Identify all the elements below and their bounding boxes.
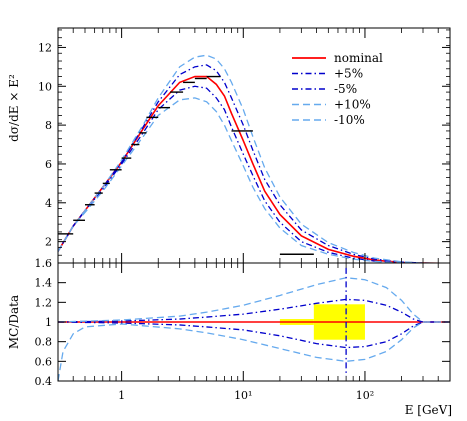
x-tick-label-0: 1 (118, 389, 125, 402)
ratio-series-line-2 (58, 321, 450, 349)
top-series-line-2 (58, 85, 450, 263)
legend-label-0: nominal (334, 51, 383, 65)
top-y-tick-label-5: 12 (38, 41, 52, 54)
bottom-y-tick-label-1: 0.6 (35, 355, 53, 368)
legend: nominal +5%-5% +10%-10% (292, 51, 383, 127)
x-axis-title: E [GeV] (405, 403, 452, 417)
top-y-tick-label-2: 6 (45, 158, 52, 171)
ratio-panel: 0.4 0.6 0.8 1 1.2 1.4 1.6 1 10¹ 10² MC/Data E [Ge… (7, 257, 452, 417)
ratio-series-line-3 (58, 277, 450, 323)
bottom-y-tick-label-5: 1.4 (35, 277, 53, 290)
bottom-y-tick-label-2: 0.8 (35, 336, 53, 349)
ratio-series-line-4 (58, 321, 450, 381)
top-series-line-1 (58, 64, 450, 263)
bottom-y-tick-label-4: 1.2 (35, 296, 53, 309)
top-series-line-3 (58, 54, 450, 263)
bottom-y-tick-label-0: 0.4 (35, 375, 53, 388)
top-y-tick-label-1: 4 (45, 197, 52, 210)
bottom-y-axis-title: MC/Data (7, 295, 21, 349)
bottom-y-tick-label-3: 1 (45, 316, 52, 329)
legend-label-1: +5% (334, 67, 363, 81)
top-y-tick-label-4: 10 (38, 80, 52, 93)
ratio-series-line-1 (58, 298, 450, 323)
top-y-tick-label-3: 8 (45, 119, 52, 132)
bottom-y-tick-label-6: 1.6 (35, 257, 53, 270)
x-tick-label-2: 10² (356, 389, 374, 402)
main-spectrum-panel: 2 4 6 8 10 12 dσ/dE × E² nominal +5%-5% +10%-10… (7, 27, 451, 264)
top-plot-frame (57, 27, 451, 264)
legend-label-4: -10% (334, 113, 365, 127)
top-y-tick-label-0: 2 (45, 236, 52, 249)
legend-label-3: +10% (334, 98, 371, 112)
legend-label-2: -5% (334, 82, 357, 96)
top-y-axis-title: dσ/dE × E² (7, 74, 21, 142)
x-tick-label-1: 10¹ (234, 389, 252, 402)
top-series-line-4 (58, 97, 450, 263)
